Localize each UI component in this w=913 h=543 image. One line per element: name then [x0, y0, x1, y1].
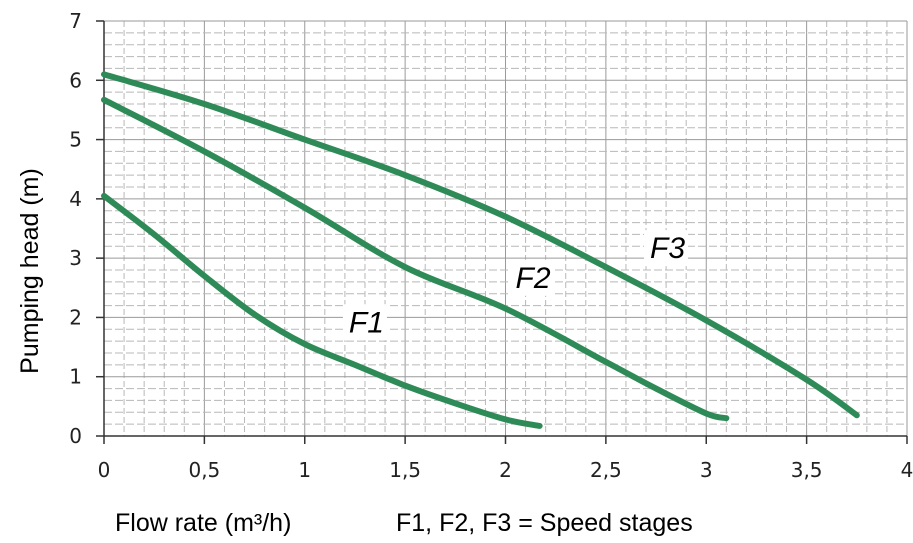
y-axis-title: Pumping head (m): [16, 168, 44, 374]
x-tick-label: 1: [298, 458, 311, 482]
y-tick-label: 2: [69, 305, 82, 329]
x-tick-label: 2,5: [590, 458, 622, 482]
series-label-f3: F3: [650, 232, 685, 265]
y-tick-label: 5: [69, 128, 82, 152]
x-tick-labels: 0 0,5 1 1,5 2 2,5 3 3,5 4: [98, 458, 913, 482]
series-label-f2: F2: [516, 262, 551, 295]
series-label-bg: [342, 304, 387, 341]
grid: [103, 20, 908, 437]
speed-stage-note: F1, F2, F3 = Speed stages: [396, 509, 693, 537]
x-tick-label: 0,5: [188, 458, 220, 482]
y-tick-labels: 0 1 2 3 4 5 6 7: [69, 9, 82, 448]
y-tick-label: 1: [69, 365, 82, 389]
series-line-f1: [101, 192, 543, 429]
series-line-f2: [101, 96, 730, 422]
series-label-bg: [509, 259, 554, 296]
y-tick-label: 0: [69, 424, 82, 448]
x-tick-label: 3,5: [791, 458, 823, 482]
series-labels: F1 F2 F3: [342, 230, 689, 341]
y-tick-label: 3: [69, 246, 82, 270]
series-lines: [101, 71, 860, 429]
y-tick-label: 6: [69, 68, 82, 92]
x-axis-title: Flow rate (m³/h): [115, 509, 291, 537]
series-line-f3: [101, 71, 860, 419]
y-tick-label: 7: [69, 9, 82, 33]
x-tick-label: 0: [98, 458, 111, 482]
series-label-bg: [644, 230, 689, 267]
x-tick-label: 4: [901, 458, 913, 482]
x-tick-label: 1,5: [389, 458, 421, 482]
series-label-f1: F1: [349, 306, 384, 339]
y-tick-label: 4: [69, 187, 82, 211]
axes: [96, 20, 908, 444]
x-tick-label: 3: [700, 458, 713, 482]
x-tick-label: 2: [499, 458, 512, 482]
